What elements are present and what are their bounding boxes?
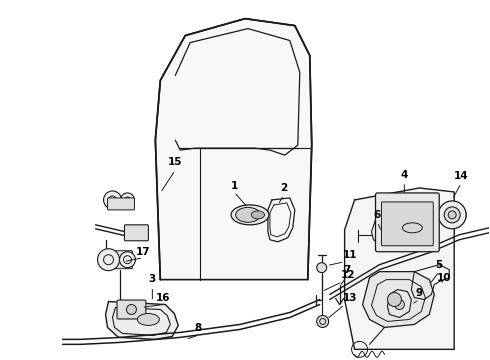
Circle shape [121,193,134,207]
FancyBboxPatch shape [124,225,148,241]
Text: 8: 8 [195,323,202,333]
Polygon shape [388,289,412,318]
FancyBboxPatch shape [107,198,134,210]
Polygon shape [344,188,454,349]
Circle shape [103,191,122,209]
Polygon shape [412,265,449,300]
Text: 13: 13 [343,293,357,302]
Circle shape [98,249,120,271]
Circle shape [448,211,456,219]
Circle shape [126,305,136,315]
FancyBboxPatch shape [117,300,146,319]
Circle shape [317,315,329,328]
Circle shape [394,300,404,310]
Text: 14: 14 [454,171,468,181]
Text: 7: 7 [343,265,350,275]
FancyBboxPatch shape [104,251,132,269]
Text: 4: 4 [401,170,408,180]
Text: 10: 10 [437,273,451,283]
Polygon shape [363,272,434,328]
FancyBboxPatch shape [375,193,439,252]
Text: 5: 5 [436,260,443,270]
Text: 16: 16 [156,293,171,302]
Text: 6: 6 [374,210,381,220]
Text: 9: 9 [416,288,423,298]
Text: 1: 1 [230,181,238,191]
Text: 12: 12 [341,270,355,280]
Ellipse shape [251,211,265,219]
Circle shape [388,293,401,306]
Ellipse shape [231,205,269,225]
Polygon shape [105,302,178,339]
Circle shape [438,201,466,229]
Text: 15: 15 [168,157,182,167]
Ellipse shape [137,314,159,325]
Circle shape [444,207,460,223]
Text: 3: 3 [149,274,156,284]
Circle shape [317,263,327,273]
Polygon shape [371,218,392,244]
FancyBboxPatch shape [382,202,433,246]
Text: 11: 11 [343,250,357,260]
Polygon shape [155,19,312,280]
Circle shape [120,252,135,268]
Text: 2: 2 [280,183,288,193]
Text: 17: 17 [136,247,151,257]
Ellipse shape [236,207,260,222]
